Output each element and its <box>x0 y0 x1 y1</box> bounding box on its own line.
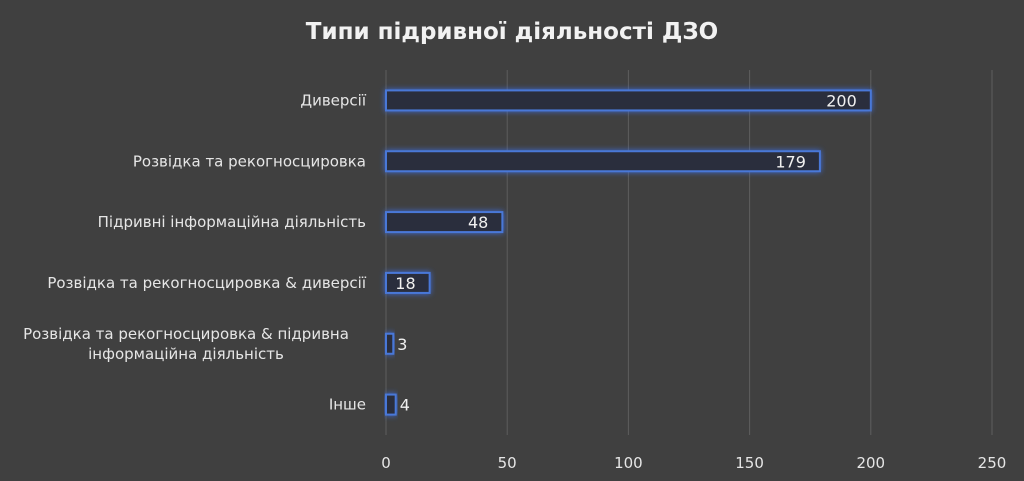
data-label: 200 <box>826 91 857 110</box>
data-label: 3 <box>397 335 407 354</box>
chart-title: Типи підривної діяльності ДЗО <box>306 19 718 45</box>
data-label: 179 <box>775 152 806 171</box>
x-tick-label: 150 <box>735 454 764 472</box>
bar <box>385 393 397 416</box>
x-tick-label: 0 <box>381 454 391 472</box>
category-label: Розвідка та рекогносцировка & диверсії <box>47 274 367 292</box>
category-label-line: інформаційна діяльність <box>88 345 284 363</box>
data-label: 4 <box>400 396 410 415</box>
category-label: Розвідка та рекогносцировка <box>133 152 366 170</box>
x-axis-ticks: 0 50 100 150 200 250 <box>381 454 1006 472</box>
category-label: Розвідка та рекогносцировка & підривна ін… <box>23 325 349 363</box>
category-labels: Диверсії Розвідка та рекогносцировка Підри… <box>23 91 367 413</box>
bar <box>385 150 821 173</box>
data-label: 48 <box>468 213 488 232</box>
x-tick-label: 250 <box>978 454 1007 472</box>
category-label-line: Розвідка та рекогносцировка & підривна <box>23 325 349 343</box>
grid-lines <box>385 70 993 435</box>
category-label: Диверсії <box>300 91 366 109</box>
x-tick-label: 200 <box>856 454 885 472</box>
data-label: 18 <box>395 274 415 293</box>
x-tick-label: 100 <box>614 454 643 472</box>
x-tick-label: 50 <box>498 454 517 472</box>
bar <box>385 89 872 112</box>
bar <box>385 332 395 355</box>
category-label: Підривні інформаційна діяльність <box>98 213 366 231</box>
bars: 200 179 48 18 3 4 <box>385 89 872 416</box>
bar <box>385 211 504 234</box>
bar <box>385 271 431 294</box>
category-label: Інше <box>329 396 366 414</box>
